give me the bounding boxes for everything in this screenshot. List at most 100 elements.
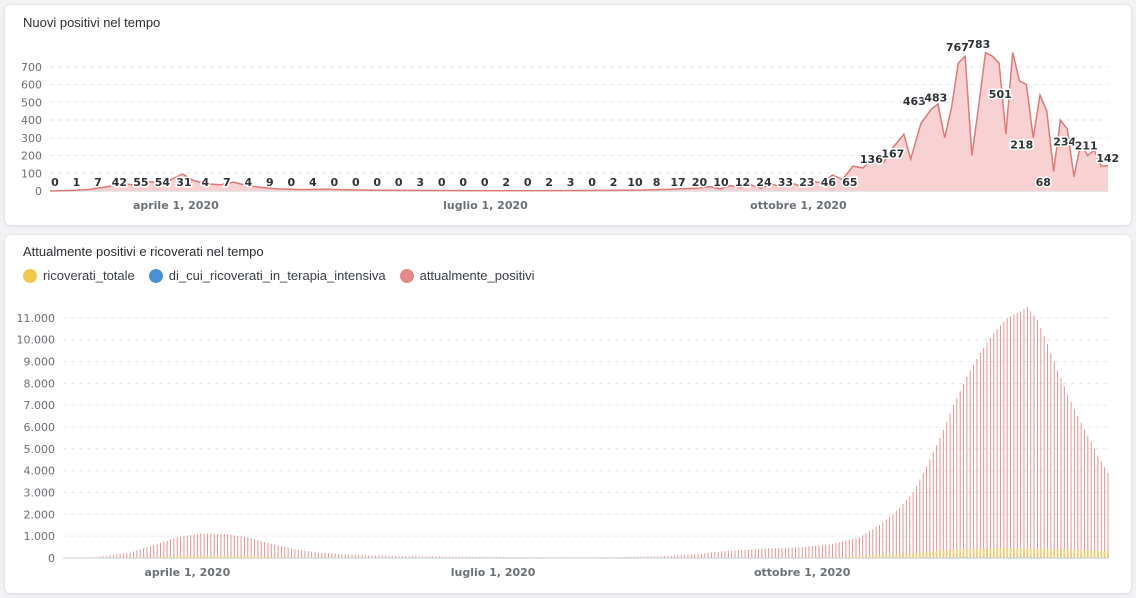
- bar-ricoverati-totale: [193, 555, 196, 558]
- bar-ricoverati-totale: [922, 552, 925, 558]
- bar-attualmente-positivi: [872, 529, 874, 558]
- bar-attualmente-positivi: [791, 547, 793, 558]
- bar-terapia-intensiva: [1030, 556, 1032, 558]
- bar-terapia-intensiva: [1013, 556, 1015, 558]
- bar-ricoverati-totale: [962, 549, 965, 558]
- bar-attualmente-positivi: [459, 556, 460, 558]
- bar-attualmente-positivi: [1094, 448, 1096, 558]
- bar-ricoverati-totale: [162, 556, 165, 558]
- data-label: 0: [51, 176, 59, 189]
- legend-item-terapia-intensiva[interactable]: di_cui_ricoverati_in_terapia_intensiva: [148, 268, 386, 283]
- bar-attualmente-positivi: [865, 533, 867, 558]
- bar-ricoverati-totale: [142, 556, 145, 558]
- y-tick-label: 300: [21, 132, 42, 145]
- bar-attualmente-positivi: [996, 329, 998, 558]
- bar-attualmente-positivi: [344, 554, 346, 558]
- bar-attualmente-positivi: [657, 556, 659, 558]
- bar-attualmente-positivi: [210, 533, 212, 558]
- bar-attualmente-positivi: [334, 553, 336, 558]
- bar-attualmente-positivi: [274, 544, 276, 558]
- bar-ricoverati-totale: [159, 556, 162, 558]
- y-tick-label: 200: [21, 150, 42, 163]
- bar-attualmente-positivi: [815, 545, 817, 558]
- bar-chart-attualmente-positivi[interactable]: 0 1.000 2.000 3.000 4.000 5.000 6.000 7.000 8.00…: [5, 235, 1131, 593]
- bar-attualmente-positivi: [640, 556, 642, 558]
- bar-ricoverati-totale: [243, 555, 246, 558]
- y-tick-label: 7.000: [24, 399, 56, 412]
- bar-attualmente-positivi: [180, 536, 182, 558]
- bar-attualmente-positivi: [99, 556, 101, 558]
- bar-ricoverati-totale: [236, 555, 239, 558]
- bar-ricoverati-totale: [932, 551, 935, 558]
- bar-attualmente-positivi: [711, 552, 712, 558]
- bar-ricoverati-totale: [1100, 550, 1103, 558]
- data-label: 10: [627, 176, 643, 189]
- bar-attualmente-positivi: [264, 541, 266, 558]
- bar-attualmente-positivi: [983, 347, 985, 558]
- y-tick-label: 6.000: [24, 421, 56, 434]
- bar-attualmente-positivi: [653, 556, 655, 558]
- bar-terapia-intensiva: [989, 556, 991, 558]
- bar-attualmente-positivi: [166, 540, 168, 558]
- bar-attualmente-positivi: [496, 556, 497, 558]
- data-label: 3: [416, 176, 424, 189]
- bar-attualmente-positivi: [700, 553, 702, 558]
- bar-terapia-intensiva: [1043, 556, 1045, 558]
- bar-attualmente-positivi: [1090, 442, 1092, 558]
- bar-attualmente-positivi: [257, 540, 259, 558]
- bar-ricoverati-totale: [814, 556, 817, 558]
- x-tick-label: aprile 1, 2020: [133, 199, 219, 212]
- bar-attualmente-positivi: [159, 542, 161, 558]
- bar-ricoverati-totale: [1019, 548, 1022, 558]
- bar-ricoverati-totale: [300, 556, 303, 558]
- bar-ricoverati-totale: [1093, 550, 1096, 558]
- bar-terapia-intensiva: [983, 556, 985, 558]
- bar-attualmente-positivi: [848, 539, 850, 558]
- bar-attualmente-positivi: [388, 555, 390, 558]
- bar-ricoverati-totale: [297, 556, 300, 558]
- bar-ricoverati-totale: [149, 556, 152, 558]
- data-label: 501: [989, 88, 1012, 101]
- bar-attualmente-positivi: [919, 479, 921, 558]
- data-label: 0: [287, 176, 295, 189]
- bar-terapia-intensiva: [1050, 556, 1052, 558]
- bar-attualmente-positivi: [203, 533, 205, 558]
- bar-ricoverati-totale: [280, 556, 283, 558]
- bar-attualmente-positivi: [240, 536, 242, 558]
- bar-ricoverati-totale: [206, 555, 209, 558]
- bar-attualmente-positivi: [452, 556, 454, 558]
- bar-attualmente-positivi: [707, 552, 709, 558]
- bar-attualmente-positivi: [462, 556, 464, 558]
- bar-attualmente-positivi: [687, 554, 689, 558]
- bar-ricoverati-totale: [199, 555, 202, 558]
- chart-title: Nuovi positivi nel tempo: [23, 15, 161, 30]
- bar-attualmente-positivi: [116, 554, 118, 558]
- bar-attualmente-positivi: [254, 539, 255, 558]
- bar-attualmente-positivi: [220, 533, 222, 558]
- data-label: 12: [735, 176, 750, 189]
- bar-ricoverati-totale: [256, 556, 259, 558]
- bar-ricoverati-totale: [156, 556, 159, 558]
- bar-attualmente-positivi: [230, 534, 232, 558]
- bar-attualmente-positivi: [637, 556, 639, 558]
- legend-item-ricoverati-totale[interactable]: ricoverati_totale: [23, 268, 135, 283]
- chart-legend: ricoverati_totale di_cui_ricoverati_in_t…: [23, 268, 535, 283]
- bar-ricoverati-totale: [253, 556, 256, 558]
- bar-attualmente-positivi: [364, 555, 366, 558]
- bar-attualmente-positivi: [680, 554, 682, 558]
- bar-ricoverati-totale: [885, 554, 888, 558]
- bar-attualmente-positivi: [173, 538, 175, 558]
- data-label: 7: [94, 176, 102, 189]
- bar-terapia-intensiva: [986, 556, 988, 558]
- bar-ricoverati-totale: [196, 555, 199, 558]
- bar-terapia-intensiva: [1003, 556, 1005, 558]
- data-label: 9: [266, 176, 274, 189]
- data-label: 0: [373, 176, 381, 189]
- bar-attualmente-positivi: [1023, 309, 1025, 558]
- bar-attualmente-positivi: [761, 548, 763, 558]
- legend-item-attualmente-positivi[interactable]: attualmente_positivi: [399, 268, 535, 283]
- bar-attualmente-positivi: [247, 537, 249, 558]
- bar-ricoverati-totale: [1056, 548, 1059, 558]
- bar-terapia-intensiva: [1023, 556, 1025, 558]
